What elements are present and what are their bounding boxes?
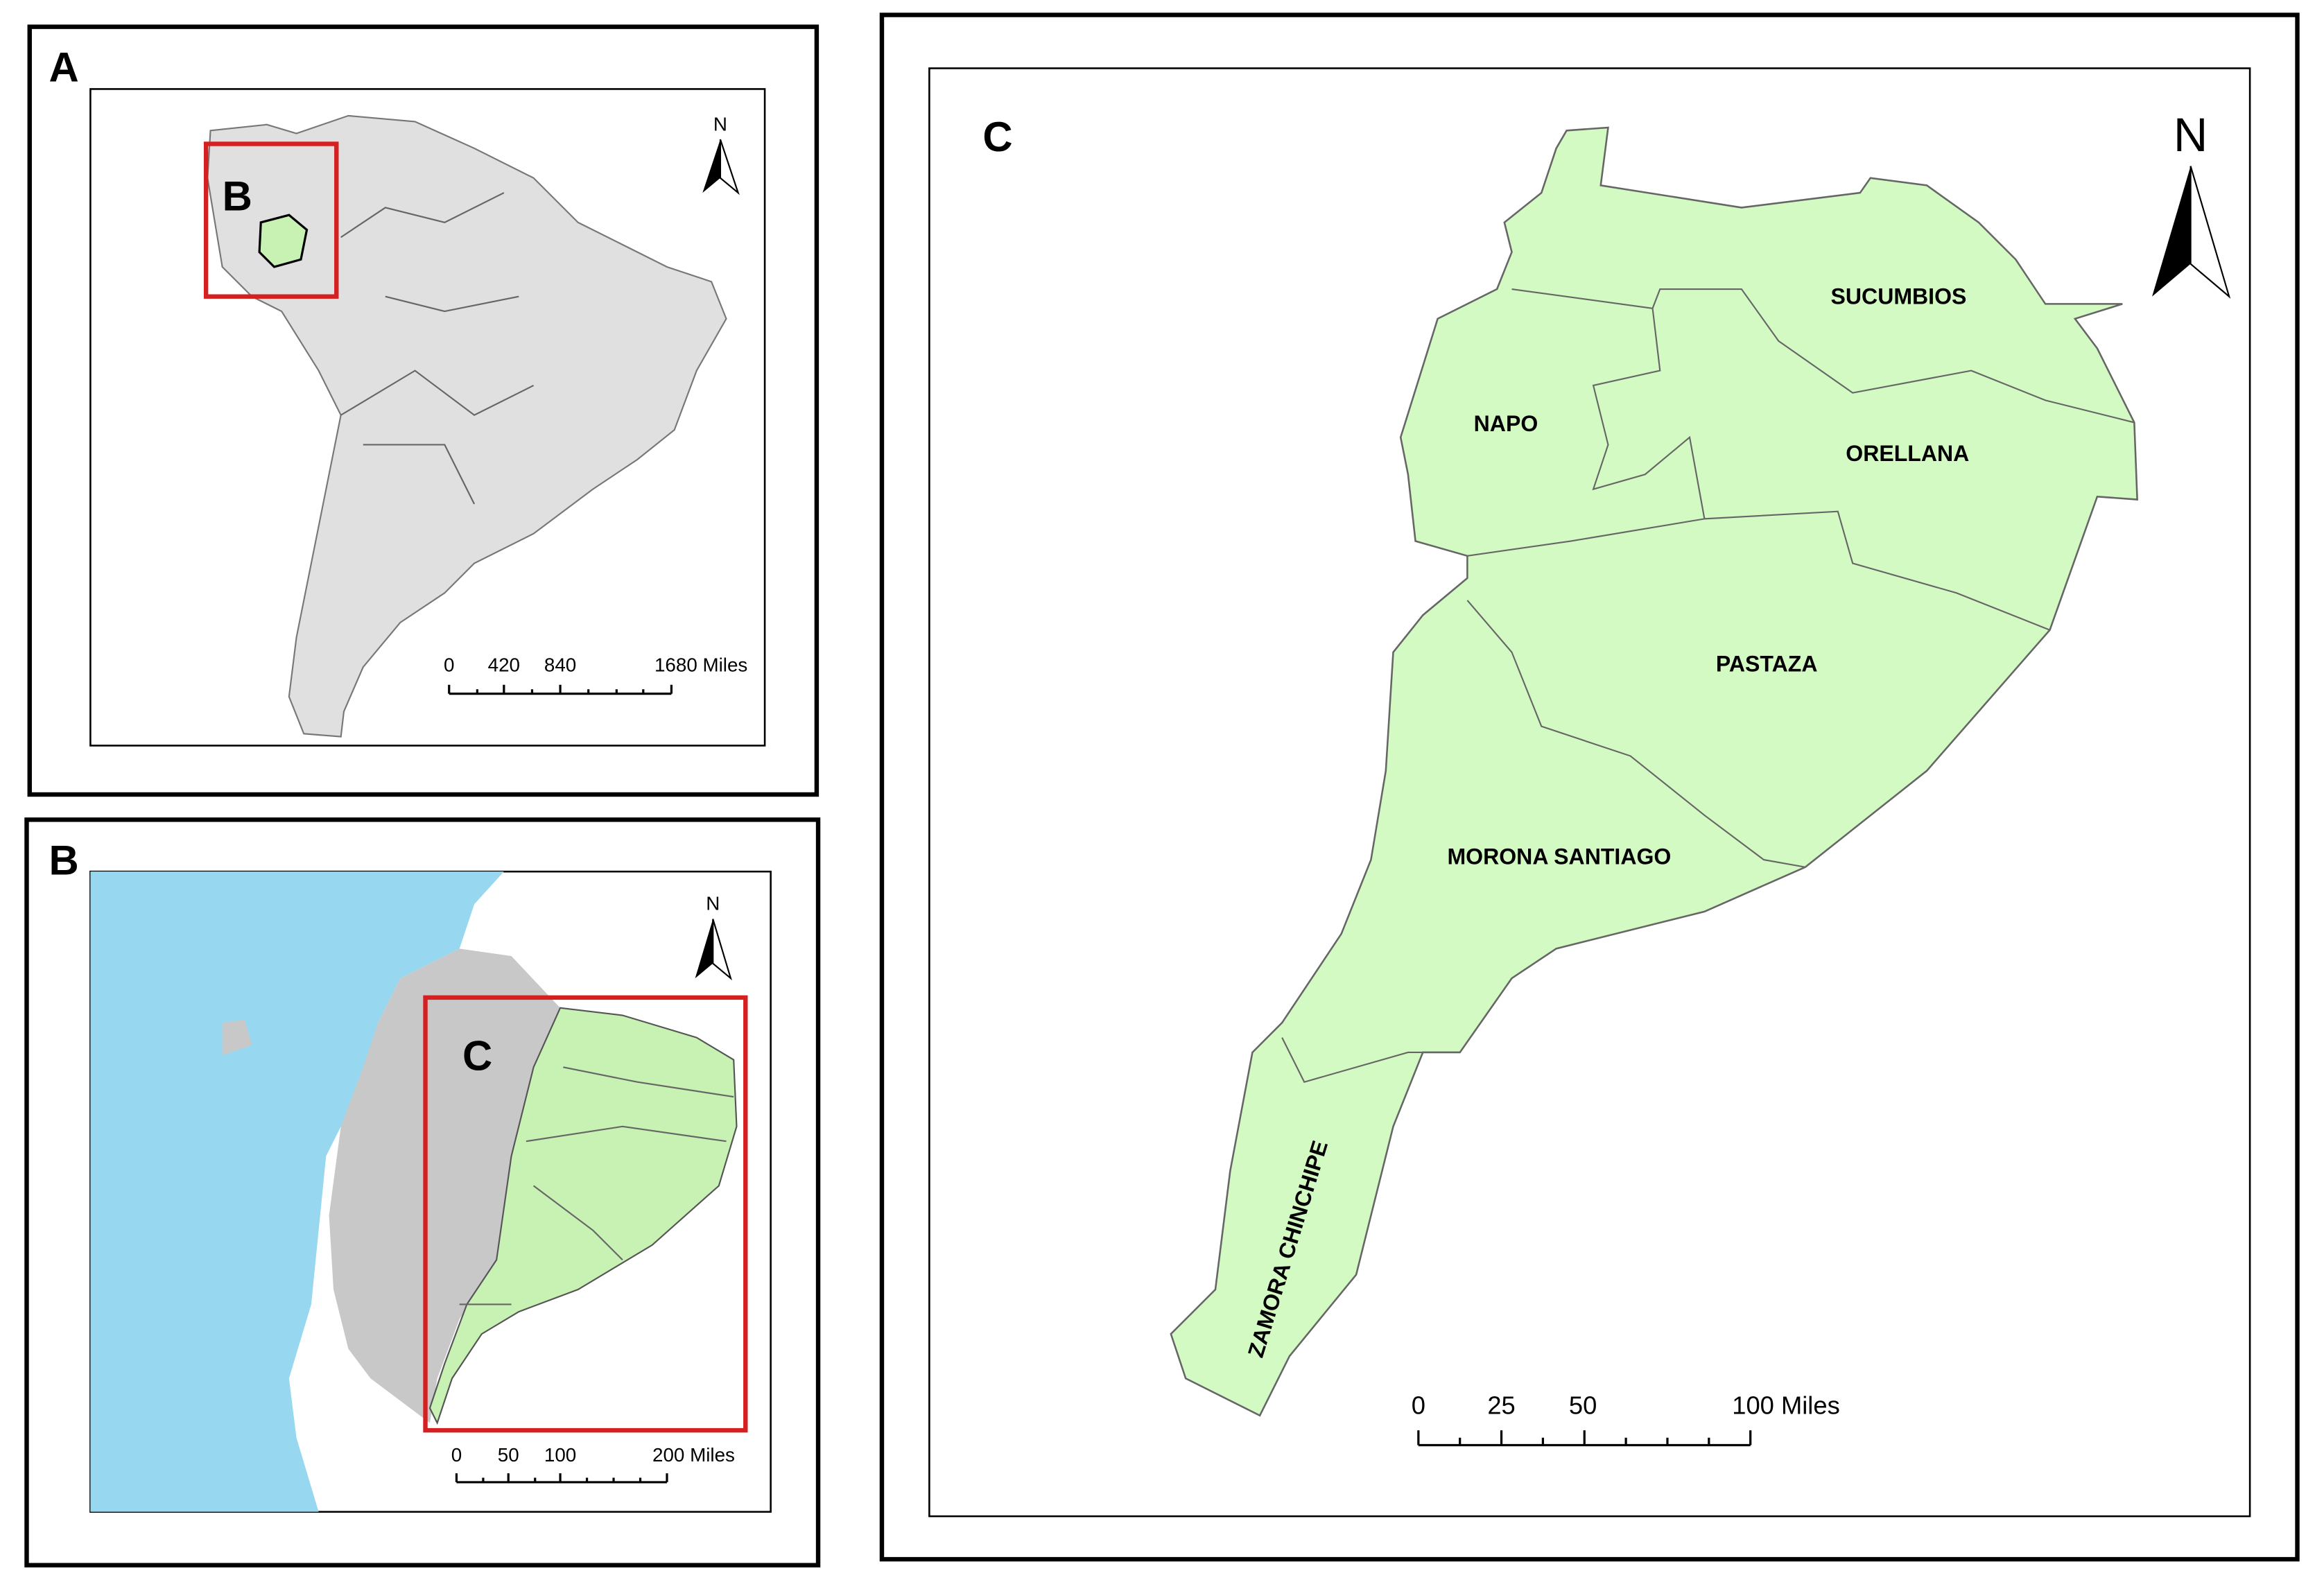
- panel-c: C N SUCUMBIOS NAPO ORELLANA PASTAZA MORO…: [879, 12, 2300, 1562]
- scale-label: 50: [1569, 1391, 1597, 1420]
- north-arrow: [719, 139, 740, 196]
- inset-box: [203, 141, 339, 299]
- scale-label: 100: [544, 1444, 576, 1466]
- ecuador-west: [329, 948, 561, 1423]
- north-label: N: [713, 113, 727, 134]
- province-label: ORELLANA: [1846, 441, 1969, 466]
- panel-label: A: [49, 44, 79, 91]
- panel-label: C: [982, 114, 1012, 160]
- study-area: [1170, 126, 2138, 1417]
- panel-frame: [24, 817, 821, 1568]
- province-borders: [459, 1066, 734, 1305]
- panel-frame: [879, 12, 2300, 1562]
- country-borders: [340, 192, 535, 505]
- north-arrow: [712, 919, 732, 981]
- province-label: NAPO: [1474, 411, 1538, 436]
- scale-label: 50: [498, 1444, 519, 1466]
- scale-label: 840: [544, 654, 576, 676]
- north-label: N: [2174, 109, 2208, 162]
- scale-label: 100 Miles: [1732, 1391, 1839, 1420]
- scale-label: 25: [1487, 1391, 1515, 1420]
- scale-bar: [448, 684, 673, 695]
- panel-label: B: [49, 837, 79, 883]
- north-arrow: [2189, 166, 2231, 299]
- scale-label: 420: [488, 654, 520, 676]
- scale-label: 0: [1412, 1391, 1425, 1420]
- inset-label: B: [223, 173, 252, 220]
- province-label: PASTAZA: [1716, 651, 1818, 676]
- province-label: MORONA SANTIAGO: [1447, 844, 1671, 869]
- north-label: N: [706, 893, 720, 914]
- scale-label: 1680 Miles: [654, 654, 747, 676]
- scale-bar: [1417, 1430, 1752, 1447]
- north-arrow: [2152, 166, 2191, 297]
- province-borders: [1281, 288, 2135, 1083]
- inset-box: [423, 995, 748, 1433]
- study-area: [428, 1007, 738, 1425]
- scale-label: 200 Miles: [652, 1444, 735, 1466]
- scale-bar: [455, 1473, 668, 1484]
- north-arrow: [695, 919, 713, 979]
- panel-frame: [27, 24, 820, 797]
- scale-label: 0: [444, 654, 454, 676]
- province-label: SUCUMBIOS: [1831, 284, 1967, 309]
- ocean: [90, 871, 504, 1512]
- scale-label: 0: [451, 1444, 462, 1466]
- inset-label: C: [462, 1033, 492, 1079]
- islands: [222, 1019, 252, 1056]
- study-area: [258, 214, 309, 268]
- panel-b: B C N 0 50 100 200 Miles: [24, 817, 821, 1568]
- panel-a: A B N 0 420 840 1680 Miles: [27, 24, 820, 797]
